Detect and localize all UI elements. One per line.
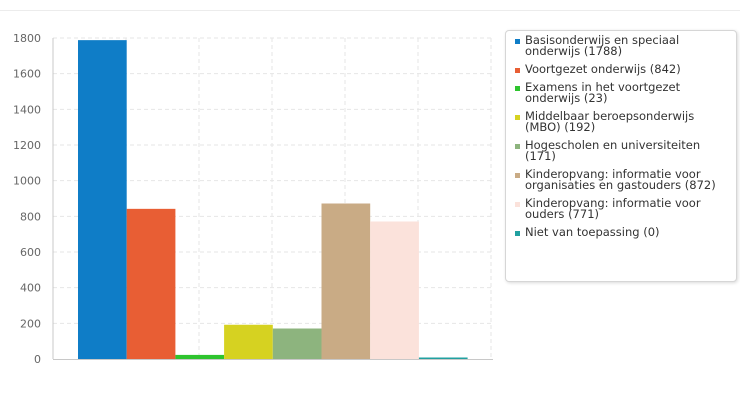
legend-swatch <box>515 86 520 91</box>
y-tick-label: 400 <box>20 282 41 295</box>
legend-swatch <box>515 202 520 207</box>
bar-5 <box>272 328 322 359</box>
bar-8 <box>418 357 468 359</box>
y-tick-label: 800 <box>20 210 41 223</box>
y-tick-label: 200 <box>20 317 41 330</box>
legend-item: Basisonderwijs en speciaal onderwijs (17… <box>515 33 730 58</box>
y-tick-label: 600 <box>20 246 41 259</box>
y-tick-label: 0 <box>34 353 41 366</box>
legend-label: Middelbaar beroepsonderwijs (MBO) (192) <box>525 109 695 134</box>
y-tick-label: 1000 <box>13 175 41 188</box>
frame-top-border <box>0 10 740 11</box>
legend-swatch <box>515 115 520 120</box>
legend-label: Kinderopvang: informatie voor ouders (77… <box>525 196 701 221</box>
bar-4 <box>224 324 273 359</box>
y-tick-label: 1400 <box>13 103 41 116</box>
legend-item: Kinderopvang: informatie voor ouders (77… <box>515 196 730 221</box>
legend-label: Niet van toepassing (0) <box>525 225 660 239</box>
legend-label: Voortgezet onderwijs (842) <box>525 62 681 76</box>
bar-1 <box>78 40 127 359</box>
legend-label: Hogescholen en universiteiten (171) <box>525 138 701 163</box>
bar-6 <box>321 203 371 359</box>
legend-item: Hogescholen en universiteiten (171) <box>515 138 730 163</box>
legend-item: Niet van toepassing (0) <box>515 225 730 239</box>
legend-label: Basisonderwijs en speciaal onderwijs (17… <box>525 33 680 58</box>
y-tick-label: 1200 <box>13 139 41 152</box>
legend-item: Examens in het voortgezet onderwijs (23) <box>515 80 730 105</box>
y-tick-label: 1600 <box>13 68 41 81</box>
y-tick-label: 1800 <box>13 32 41 45</box>
bar-2 <box>126 208 176 359</box>
legend-label: Examens in het voortgezet onderwijs (23) <box>525 80 681 105</box>
legend-swatch <box>515 144 520 149</box>
bar-7 <box>370 221 419 359</box>
legend-item: Kinderopvang: informatie voor organisati… <box>515 167 730 192</box>
legend-swatch <box>515 173 520 178</box>
legend-swatch <box>515 231 520 236</box>
legend-swatch <box>515 39 520 44</box>
legend-label: Kinderopvang: informatie voor organisati… <box>525 167 716 192</box>
legend-swatch <box>515 68 520 73</box>
chart-legend: Basisonderwijs en speciaal onderwijs (17… <box>505 30 737 282</box>
bar-3 <box>175 354 225 359</box>
legend-item: Voortgezet onderwijs (842) <box>515 62 730 76</box>
legend-item: Middelbaar beroepsonderwijs (MBO) (192) <box>515 109 730 134</box>
